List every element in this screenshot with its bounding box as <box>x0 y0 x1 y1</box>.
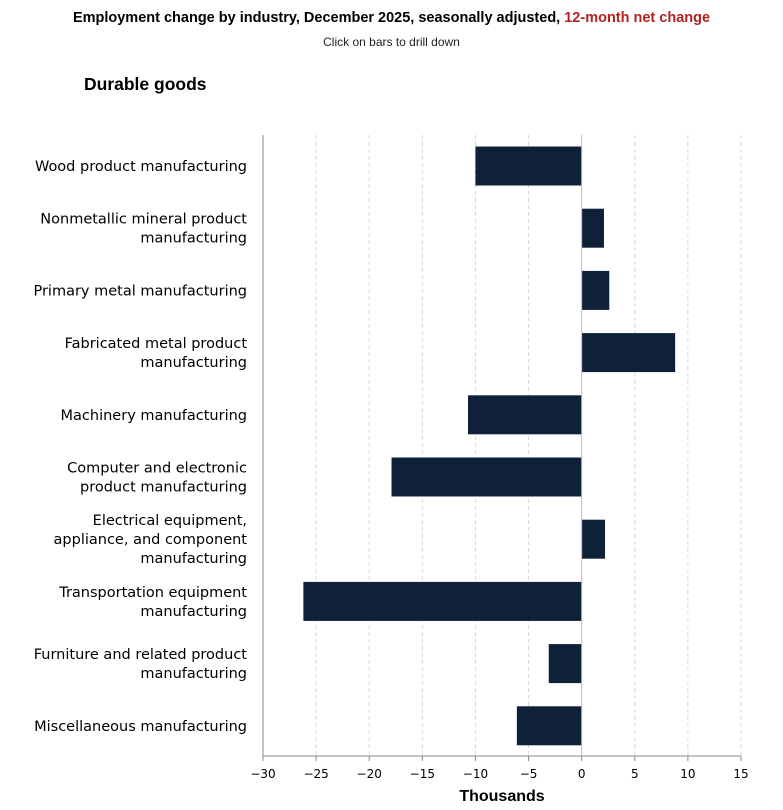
category-label: Primary metal manufacturing <box>33 283 247 299</box>
category-label-line: appliance, and component <box>54 532 248 548</box>
category-label-line: manufacturing <box>140 551 247 567</box>
x-tick-label: 10 <box>680 767 695 781</box>
category-label-line: Primary metal manufacturing <box>33 283 247 299</box>
category-label: Fabricated metal product manufacturing <box>65 336 248 371</box>
category-label-line: manufacturing <box>140 604 247 620</box>
bars <box>303 146 676 746</box>
chart-title-main: Employment change by industry, December … <box>72 10 561 26</box>
category-label-line: manufacturing <box>140 231 247 247</box>
category-label: Miscellaneous manufacturing <box>34 719 247 735</box>
section-heading: Durable goods <box>84 74 207 94</box>
x-tick-label: −30 <box>250 767 275 781</box>
category-label-line: Computer and electronic <box>67 461 247 477</box>
bar-9[interactable] <box>516 706 582 746</box>
category-label-line: manufacturing <box>140 666 247 682</box>
chart-subtitle: Click on bars to drill down <box>323 35 460 49</box>
category-label-line: product manufacturing <box>80 480 247 496</box>
category-labels: Wood product manufacturing Nonmetallic mi… <box>33 159 247 735</box>
chart-title-highlight: 12-month net change <box>564 10 711 26</box>
category-label: Computer and electronic product manufactu… <box>67 461 247 496</box>
x-tick-label: −20 <box>357 767 382 781</box>
category-label: Wood product manufacturing <box>35 159 247 175</box>
x-tick-labels: −30 −25 −20 −15 −10 −5 0 5 10 15 <box>250 767 748 781</box>
x-tick-label: −25 <box>303 767 328 781</box>
category-label-line: Fabricated metal product <box>65 336 248 352</box>
category-label-line: manufacturing <box>140 355 247 371</box>
bar-5[interactable] <box>391 457 582 497</box>
x-tick-label: −10 <box>463 767 488 781</box>
category-label: Transportation equipment manufacturing <box>58 585 247 620</box>
x-tick-label: 5 <box>631 767 639 781</box>
bar-7[interactable] <box>303 581 582 621</box>
bar-1[interactable] <box>581 208 604 248</box>
category-label-line: Wood product manufacturing <box>35 159 247 175</box>
bar-2[interactable] <box>581 270 610 310</box>
chart-title: Employment change by industry, December … <box>0 10 783 26</box>
category-label-line: Transportation equipment <box>58 585 247 601</box>
x-tick-label: −5 <box>520 767 538 781</box>
category-label-line: Miscellaneous manufacturing <box>34 719 247 735</box>
x-tick-label: 15 <box>733 767 748 781</box>
category-label-line: Electrical equipment, <box>93 513 247 529</box>
category-label: Furniture and related product manufacturi… <box>34 647 248 682</box>
category-label-line: Furniture and related product <box>34 647 248 663</box>
bar-3[interactable] <box>581 333 676 373</box>
x-tick-label: −15 <box>410 767 435 781</box>
category-label: Machinery manufacturing <box>61 408 247 424</box>
bar-4[interactable] <box>468 395 582 435</box>
x-tick-label: 0 <box>578 767 586 781</box>
axes <box>262 135 742 761</box>
bar-0[interactable] <box>475 146 582 186</box>
category-label: Nonmetallic mineral product manufacturing <box>40 212 247 247</box>
category-label-line: Machinery manufacturing <box>61 408 247 424</box>
bar-6[interactable] <box>581 519 606 559</box>
category-label-line: Nonmetallic mineral product <box>40 212 247 228</box>
bar-8[interactable] <box>548 644 582 684</box>
x-axis-title: Thousands <box>459 788 544 805</box>
category-label: Electrical equipment, appliance, and comp… <box>54 513 248 567</box>
grid-lines <box>262 135 742 756</box>
